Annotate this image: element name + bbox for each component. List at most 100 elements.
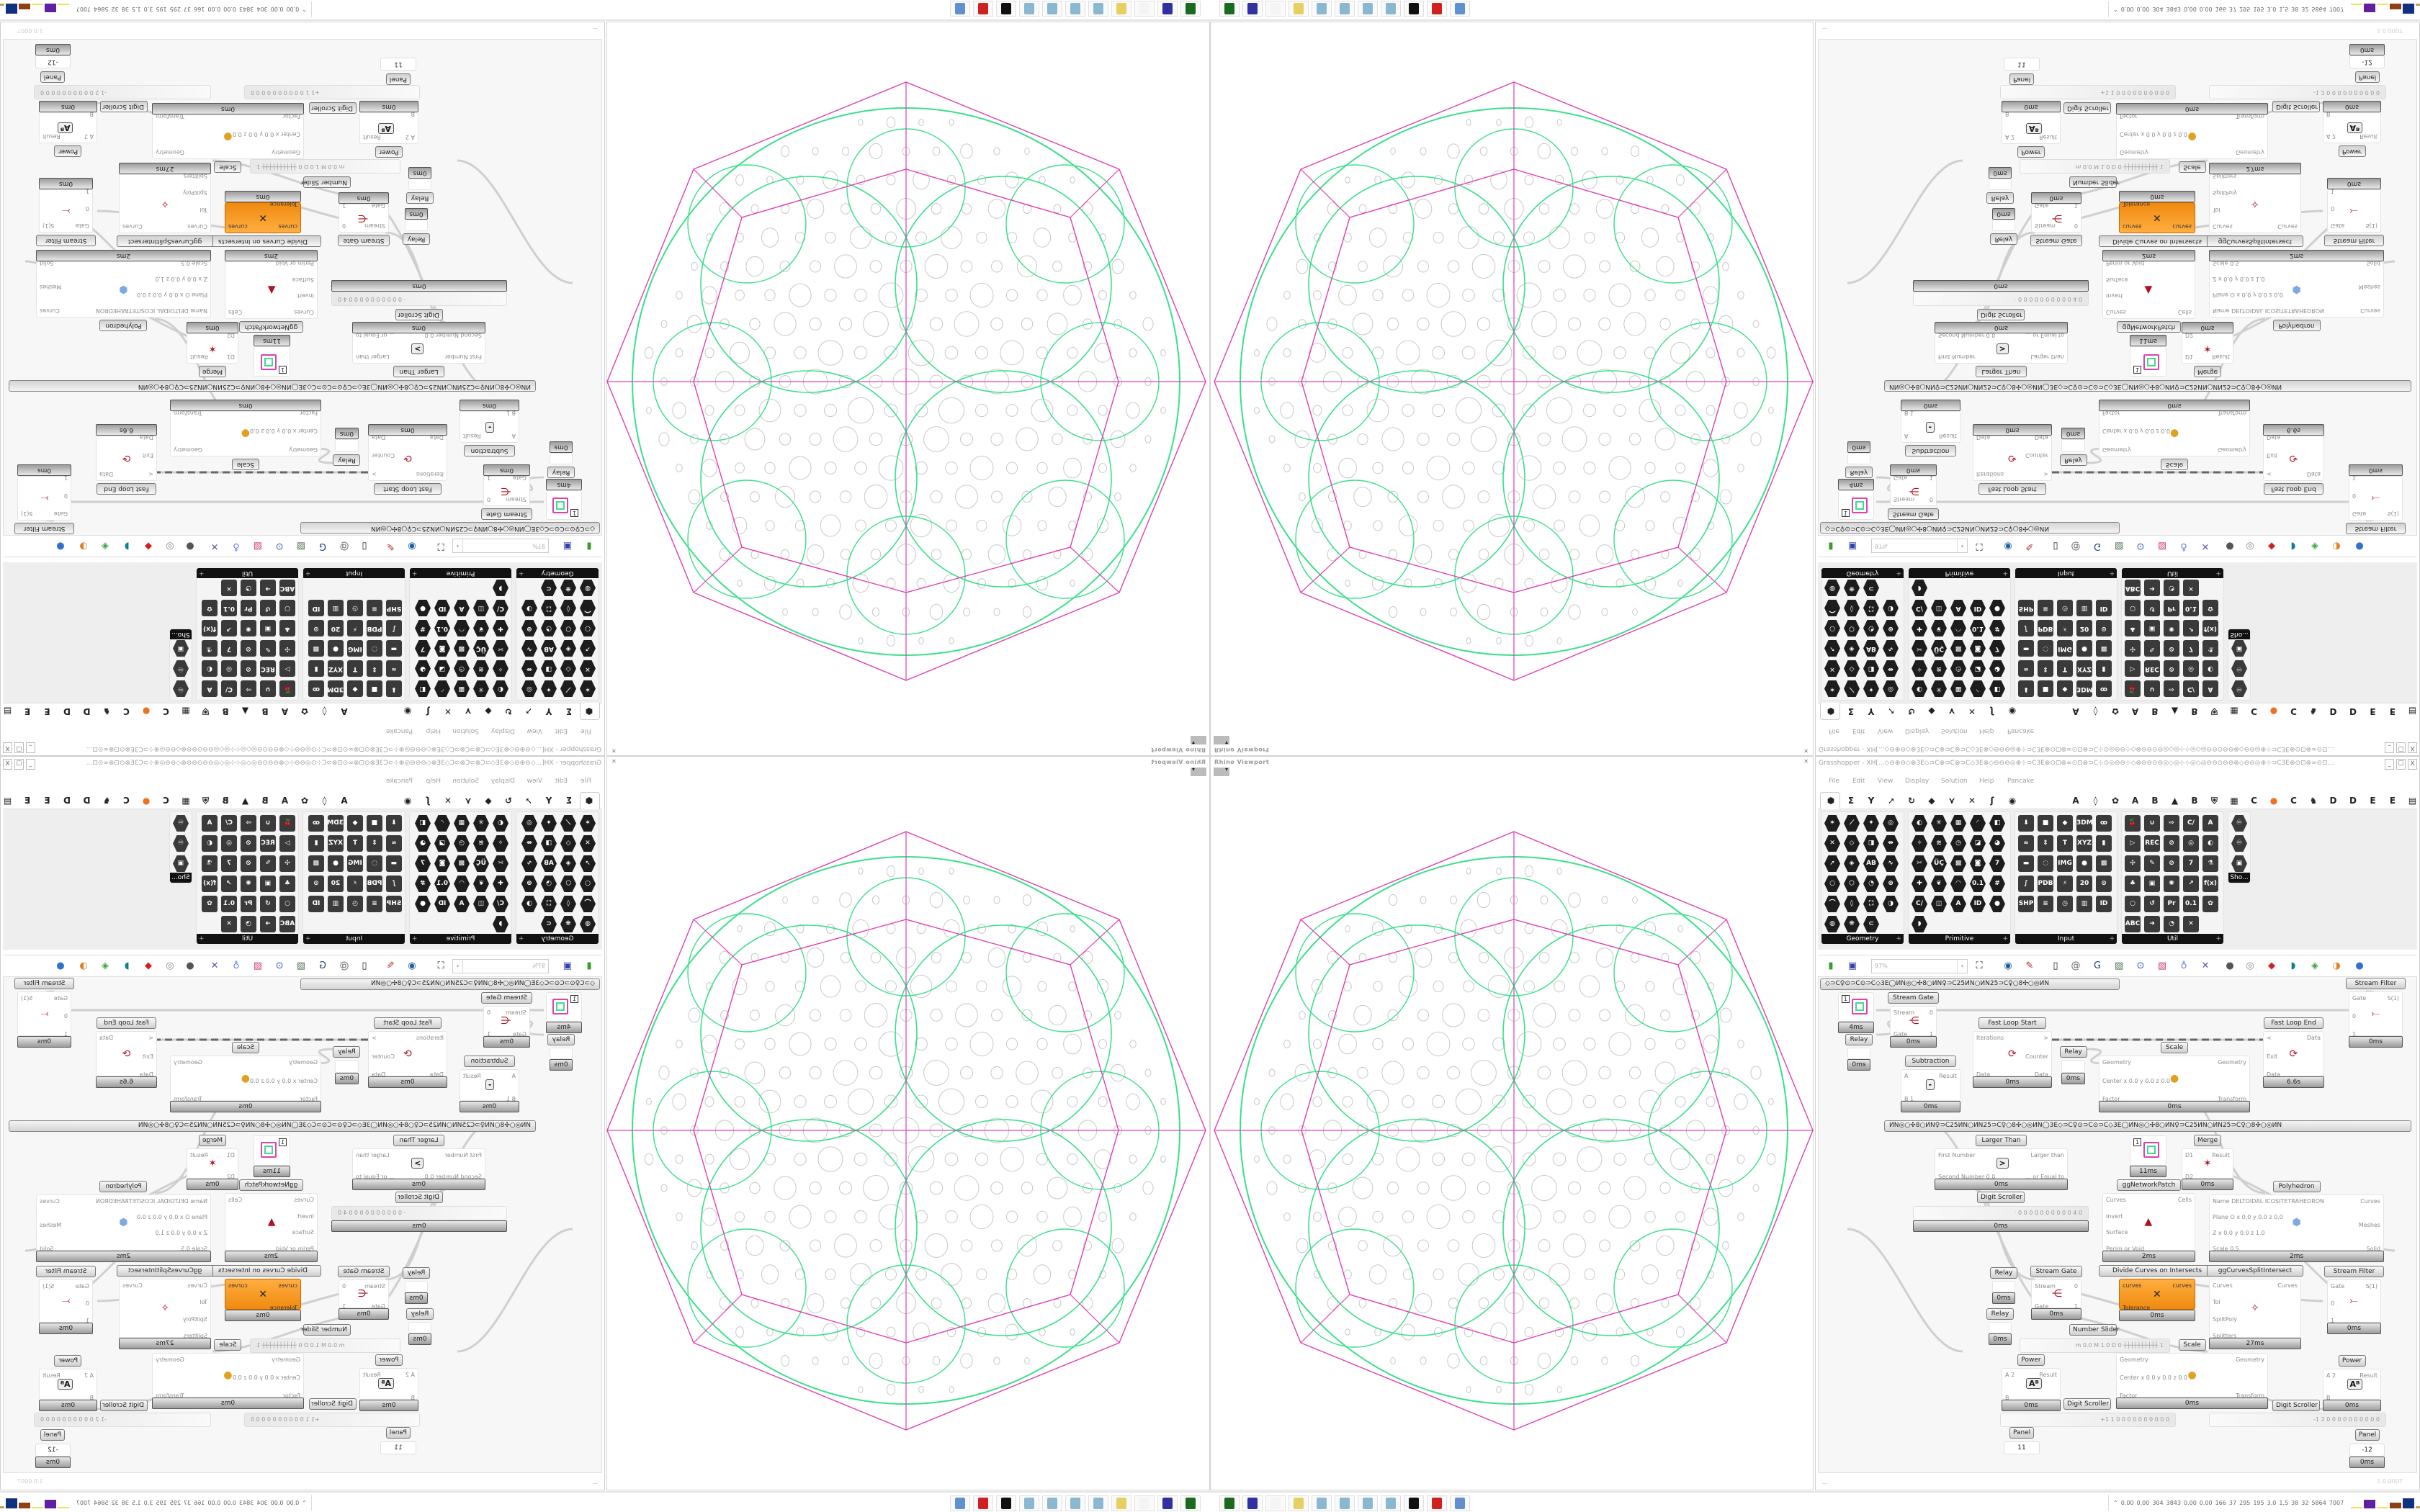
addon-a4-tab-icon[interactable]: A [2131, 706, 2139, 716]
component-icon[interactable]: ⊙ [2096, 620, 2112, 636]
component-label[interactable]: Fast Loop Start [374, 483, 442, 495]
input-param[interactable]: Curves [187, 1282, 207, 1289]
input-param[interactable]: A 2 [405, 134, 415, 140]
component-body[interactable] [1847, 1048, 1870, 1059]
component-icon[interactable]: ✶ [580, 680, 596, 697]
component-icon[interactable]: ✧ [493, 835, 508, 852]
component-icon[interactable]: ◙ [434, 640, 450, 657]
canvas-image-icon[interactable]: ▨ [296, 960, 306, 971]
display-tab-icon[interactable]: ◉ [2008, 706, 2017, 716]
component-icon[interactable]: ⊘ [2164, 640, 2179, 657]
component-icon[interactable]: ✕ [580, 835, 596, 852]
input-param[interactable]: Stream [506, 496, 526, 503]
component-body[interactable]: Geometry Center x 0.0 y 0.0 z 0.0 Factor Ge… [170, 1056, 321, 1102]
component-icon[interactable]: ◐ [2202, 660, 2218, 677]
component-icon[interactable]: PDB [2038, 620, 2053, 636]
slider-value[interactable]: +1 1 0 0 0 0 0 0 0 0 0 0 [2000, 1413, 2176, 1427]
component-icon[interactable]: ▣ [173, 855, 189, 872]
taskbar-notepad-button[interactable] [1065, 1495, 1085, 1511]
output-param[interactable]: 0 [1929, 496, 1933, 503]
component-icon[interactable]: ▷ [279, 835, 295, 852]
component-icon[interactable]: ➜ [260, 580, 276, 596]
input-param[interactable]: D1 [2185, 354, 2194, 360]
expand-panel-icon[interactable]: + [412, 935, 418, 942]
component-icon[interactable]: ◕ [415, 835, 431, 852]
component-icon[interactable]: ⊘ [2164, 855, 2179, 872]
input-param[interactable]: 0 [63, 492, 68, 499]
component-icon[interactable]: ◨ [1863, 835, 1879, 852]
component-icon[interactable]: ≋ [473, 835, 489, 852]
component-body[interactable]: Geometry Center x 0.0 y 0.0 z 0.0 Factor Ge… [2099, 1056, 2250, 1102]
component-icon[interactable]: ❦ [1931, 620, 1947, 636]
panel-value[interactable]: -12 [2349, 1444, 2385, 1457]
slider-value[interactable]: m 0.0 M 1.0 D 0 ┼┼┼┼┼┼┼┼┼┼ 1 [250, 159, 400, 174]
panel-label[interactable]: Panel [386, 1427, 411, 1439]
component-body[interactable]: A 2 B Result Aᴮ [2323, 1369, 2381, 1401]
component-icon[interactable]: 🍒 [2125, 815, 2141, 832]
component-icon[interactable]: Pr [241, 896, 256, 912]
maths-tab-icon[interactable]: Σ [1847, 796, 1855, 806]
taskbar-calculator-button[interactable] [950, 1, 970, 17]
component-icon[interactable]: ◌ [367, 855, 382, 872]
component-icon[interactable]: 3DM [2076, 680, 2093, 697]
orange-sphere-icon[interactable]: ◑ [2332, 960, 2341, 971]
input-param[interactable]: Gate [2331, 222, 2345, 229]
slider-value[interactable]: -1 2 0 0 0 0 0 0 0 0 0 0 [34, 1413, 211, 1427]
zoom-dropdown-icon[interactable]: ▾ [1957, 539, 1967, 552]
component-icon[interactable]: ♾ [173, 680, 189, 697]
component-icon[interactable]: ◪ [1970, 660, 1986, 677]
input-param[interactable]: Tol [200, 1299, 207, 1306]
expand-panel-icon[interactable]: + [2215, 570, 2221, 577]
input-param[interactable]: Surface [2106, 276, 2128, 283]
component-icon[interactable]: ÜÇ [473, 640, 489, 657]
component-icon[interactable]: C/ [2183, 680, 2199, 697]
links-icon[interactable]: ◎ [2246, 541, 2254, 552]
component-icon[interactable]: ♾ [173, 660, 189, 677]
panel-label[interactable]: Primitive + [1909, 934, 2010, 944]
input-param[interactable]: Stream [2035, 1283, 2056, 1290]
component-label[interactable]: Polyhedron [2272, 1181, 2321, 1192]
component-icon[interactable]: Pr [2164, 600, 2179, 616]
menu-edit[interactable]: Edit [1852, 727, 1865, 734]
input-param[interactable]: Geometry [272, 1356, 300, 1363]
component-icon[interactable]: 0.1 [1970, 876, 1986, 892]
addon-d2-tab-icon[interactable]: D [2329, 706, 2337, 716]
component-body[interactable]: Gate 0 1 S(1) ⤚ [2349, 474, 2403, 521]
component-icon[interactable]: T [2057, 835, 2073, 852]
component-icon[interactable]: ◨ [1863, 660, 1879, 677]
component-icon[interactable]: ● [415, 600, 431, 616]
addon-d2-tab-icon[interactable]: D [2329, 796, 2337, 806]
component-icon[interactable]: ✶ [1824, 815, 1840, 832]
input-param[interactable]: Surface [292, 1229, 314, 1236]
taskbar-notepad-button[interactable] [1358, 1, 1378, 17]
component-icon[interactable]: ◗ [493, 916, 508, 932]
panel-label[interactable]: Geometry + [1821, 568, 1904, 578]
component-icon[interactable]: ◐ [202, 660, 218, 677]
at-icon[interactable]: @ [339, 960, 349, 971]
blue-sphere-icon[interactable]: ● [2355, 960, 2364, 971]
output-param[interactable]: > [2043, 471, 2048, 477]
component-icon[interactable]: C/ [221, 815, 237, 832]
component-icon[interactable]: ⬡ [560, 876, 576, 892]
component-icon[interactable]: C/ [1912, 600, 1927, 616]
transform-tab-icon[interactable]: ʃ [1990, 706, 1994, 716]
component-icon[interactable]: ▮ [308, 835, 324, 852]
input-param[interactable]: Curves [187, 223, 207, 230]
expand-panel-icon[interactable]: + [1896, 570, 1901, 577]
component-icon[interactable]: REC [2144, 660, 2160, 677]
component-icon[interactable]: A [454, 600, 470, 616]
component-icon[interactable]: Pr [2164, 896, 2179, 912]
component-icon[interactable]: ⌒ [580, 600, 596, 616]
sets-tab-icon[interactable]: Y [545, 706, 552, 716]
component-body[interactable]: A 2 B Result Aᴮ [359, 111, 418, 144]
sketch-icon[interactable]: ✎ [386, 541, 395, 552]
group-bar[interactable]: ИN◎○✣8○ИN♀⊃C25ИN○ИN25⊃C♀○8✣○◎ИN◯3E◇⊃C♀⊙⊃… [9, 380, 536, 392]
component-icon[interactable]: ◌ [367, 640, 382, 657]
component-icon[interactable]: ⊙ [308, 620, 324, 636]
addon-e1-tab-icon[interactable]: E [2370, 796, 2376, 806]
component-icon[interactable]: 7 [2183, 855, 2199, 872]
component-label[interactable]: Relay [547, 1034, 575, 1045]
sketch-icon[interactable]: ✎ [386, 960, 395, 971]
taskbar-calculator-button[interactable] [950, 1495, 970, 1511]
maximize-button[interactable]: ☐ [2396, 759, 2406, 770]
